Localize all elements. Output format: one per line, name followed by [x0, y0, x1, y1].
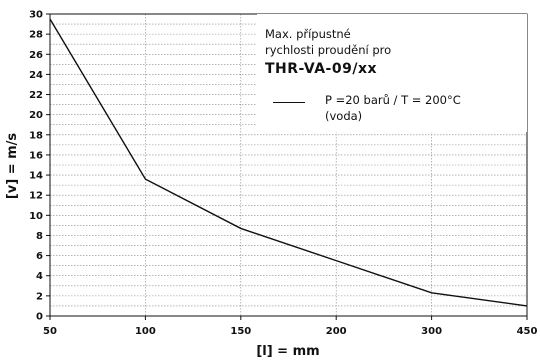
y-tick-label: 0: [36, 312, 43, 323]
legend-sublabel: (voda): [325, 109, 363, 123]
annotation-line-2: rychlosti proudění pro: [265, 43, 392, 57]
y-tick-label: 4: [36, 271, 43, 282]
series-line: [49, 18, 528, 307]
x-tick-label: 450: [517, 326, 538, 337]
x-tick-label: 100: [135, 326, 156, 337]
x-tick-label: 50: [43, 326, 57, 337]
y-tick-label: 28: [29, 30, 43, 41]
y-tick-label: 18: [29, 130, 43, 141]
y-tick-label: 16: [29, 150, 43, 161]
chart-annotation-box: Max. přípustné rychlosti proudění pro TH…: [257, 14, 527, 132]
y-tick-label: 24: [29, 70, 43, 81]
series-lines: [49, 18, 528, 307]
legend-swatch: [273, 102, 305, 103]
legend-label: P =20 barů / T = 200°C: [325, 93, 461, 107]
y-tick-label: 14: [29, 171, 43, 182]
x-tick-label: 300: [421, 326, 442, 337]
x-tick-labels: 50 100 150 200 300 450: [43, 316, 537, 337]
x-axis-title: [l] = mm: [256, 344, 319, 359]
y-tick-label: 2: [36, 291, 43, 302]
x-tick-label: 150: [230, 326, 251, 337]
y-axis-title: [v] = m/s: [5, 133, 20, 200]
product-code: THR-VA-09/xx: [265, 61, 378, 77]
annotation-line-1: Max. přípustné: [265, 27, 351, 41]
y-tick-label: 22: [29, 90, 43, 101]
y-tick-label: 30: [29, 10, 43, 21]
y-tick-label: 8: [36, 231, 43, 242]
x-tick-label: 200: [326, 326, 347, 337]
y-tick-label: 12: [29, 191, 43, 202]
y-tick-label: 26: [29, 50, 43, 61]
y-tick-label: 10: [29, 211, 43, 222]
y-tick-label: 20: [29, 110, 43, 121]
y-tick-label: 6: [36, 251, 43, 262]
